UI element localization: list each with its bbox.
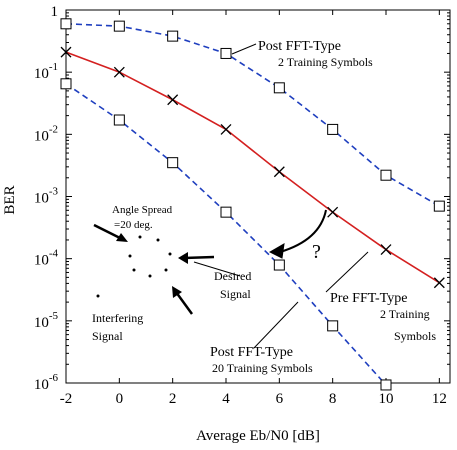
- marker: [167, 30, 179, 42]
- signal-diagram: [93, 223, 215, 315]
- annotation: Pre FFT-Type: [330, 291, 407, 306]
- annotation: Post FFT-Type: [258, 39, 341, 54]
- dot: [132, 268, 136, 272]
- leader: [231, 43, 257, 55]
- y-tick-label: 10-3: [34, 186, 59, 207]
- marker: [433, 200, 445, 212]
- y-tick-label: 1: [51, 4, 59, 20]
- series-line: [65, 22, 440, 207]
- x-tick-label: 0: [116, 391, 124, 407]
- dot: [168, 252, 172, 256]
- dot: [128, 254, 132, 258]
- y-tick-label: 10-6: [34, 372, 59, 393]
- marker: [273, 259, 285, 271]
- annotation: Signal: [92, 329, 123, 343]
- annotation: Symbols: [394, 329, 436, 343]
- marker: [327, 206, 339, 218]
- x-tick-label: 10: [379, 391, 394, 407]
- dot: [138, 235, 142, 239]
- arrow: [183, 255, 215, 260]
- arrowhead: [268, 243, 285, 259]
- marker: [167, 157, 179, 169]
- y-tick-label: 10-4: [34, 248, 59, 269]
- marker: [220, 47, 232, 59]
- marker: [113, 66, 125, 78]
- dot: [164, 268, 168, 272]
- dot: [96, 294, 100, 298]
- arrowhead: [116, 233, 128, 242]
- leader: [325, 251, 369, 293]
- marker: [273, 82, 285, 94]
- marker: [327, 320, 339, 332]
- y-axis-label: BER: [2, 185, 18, 214]
- marker: [113, 114, 125, 126]
- marker: [60, 18, 72, 30]
- leader: [253, 301, 299, 349]
- x-tick-label: 8: [329, 391, 337, 407]
- annotation: 20 Training Symbols: [212, 361, 313, 375]
- marker: [167, 94, 179, 106]
- marker: [380, 379, 392, 391]
- arrow: [174, 291, 194, 315]
- annotation: Desired: [214, 269, 251, 283]
- y-tick-label: 10-5: [34, 310, 59, 331]
- y-tick-label: 10-2: [34, 123, 58, 144]
- annotation: 2 Training: [380, 307, 430, 321]
- annotation: Interfering: [92, 311, 143, 325]
- plot-frame: [65, 9, 451, 384]
- leader: [193, 261, 241, 277]
- annotations: Post FFT-Type 2 Training Symbols Pre FFT…: [92, 39, 436, 375]
- x-tick-label: -2: [60, 391, 73, 407]
- marker: [113, 20, 125, 32]
- arrow: [279, 209, 327, 253]
- y-tick-label: 10-1: [34, 61, 58, 82]
- x-axis-label: Average Eb/N0 [dB]: [196, 428, 320, 444]
- x-tick-label: 4: [222, 391, 230, 407]
- marker: [433, 277, 445, 289]
- marker: [60, 78, 72, 90]
- arrowhead: [172, 286, 182, 298]
- annotation: Signal: [220, 287, 251, 301]
- marker: [220, 123, 232, 135]
- annotation: =20 deg.: [114, 219, 153, 231]
- x-tick-label: 2: [169, 391, 177, 407]
- x-tick-label: 12: [432, 391, 447, 407]
- arrowhead: [178, 252, 188, 264]
- marker: [60, 46, 72, 58]
- marker: [380, 169, 392, 181]
- annotation: ?: [312, 241, 321, 263]
- marker: [273, 166, 285, 178]
- leader-lines: [193, 43, 369, 349]
- marker: [220, 206, 232, 218]
- annotation: 2 Training Symbols: [278, 55, 373, 69]
- annotation: Post FFT-Type: [210, 345, 293, 360]
- annotation: Angle Spread: [112, 204, 173, 216]
- marker: [327, 123, 339, 135]
- series-line: [65, 51, 440, 284]
- dot: [156, 238, 160, 242]
- marker: [380, 244, 392, 256]
- x-tick-label: 6: [276, 391, 284, 407]
- dot: [148, 274, 152, 278]
